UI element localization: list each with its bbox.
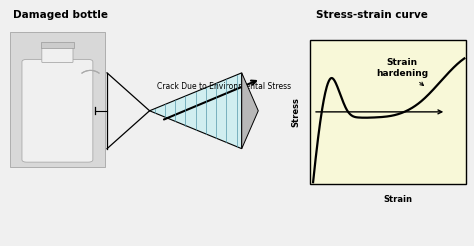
Bar [41,42,74,48]
Bar [10,32,105,167]
FancyBboxPatch shape [22,59,93,162]
Text: Damaged bottle: Damaged bottle [12,11,108,20]
Bar [310,40,466,184]
Text: Stress: Stress [292,97,301,127]
Text: Strain: Strain [383,195,412,204]
Polygon shape [150,73,242,149]
Text: Crack Due to Environmental Stress: Crack Due to Environmental Stress [156,82,291,91]
FancyBboxPatch shape [42,48,73,62]
Text: Strain
hardening: Strain hardening [376,58,428,86]
Polygon shape [242,73,258,149]
Text: Stress-strain curve: Stress-strain curve [316,11,428,20]
